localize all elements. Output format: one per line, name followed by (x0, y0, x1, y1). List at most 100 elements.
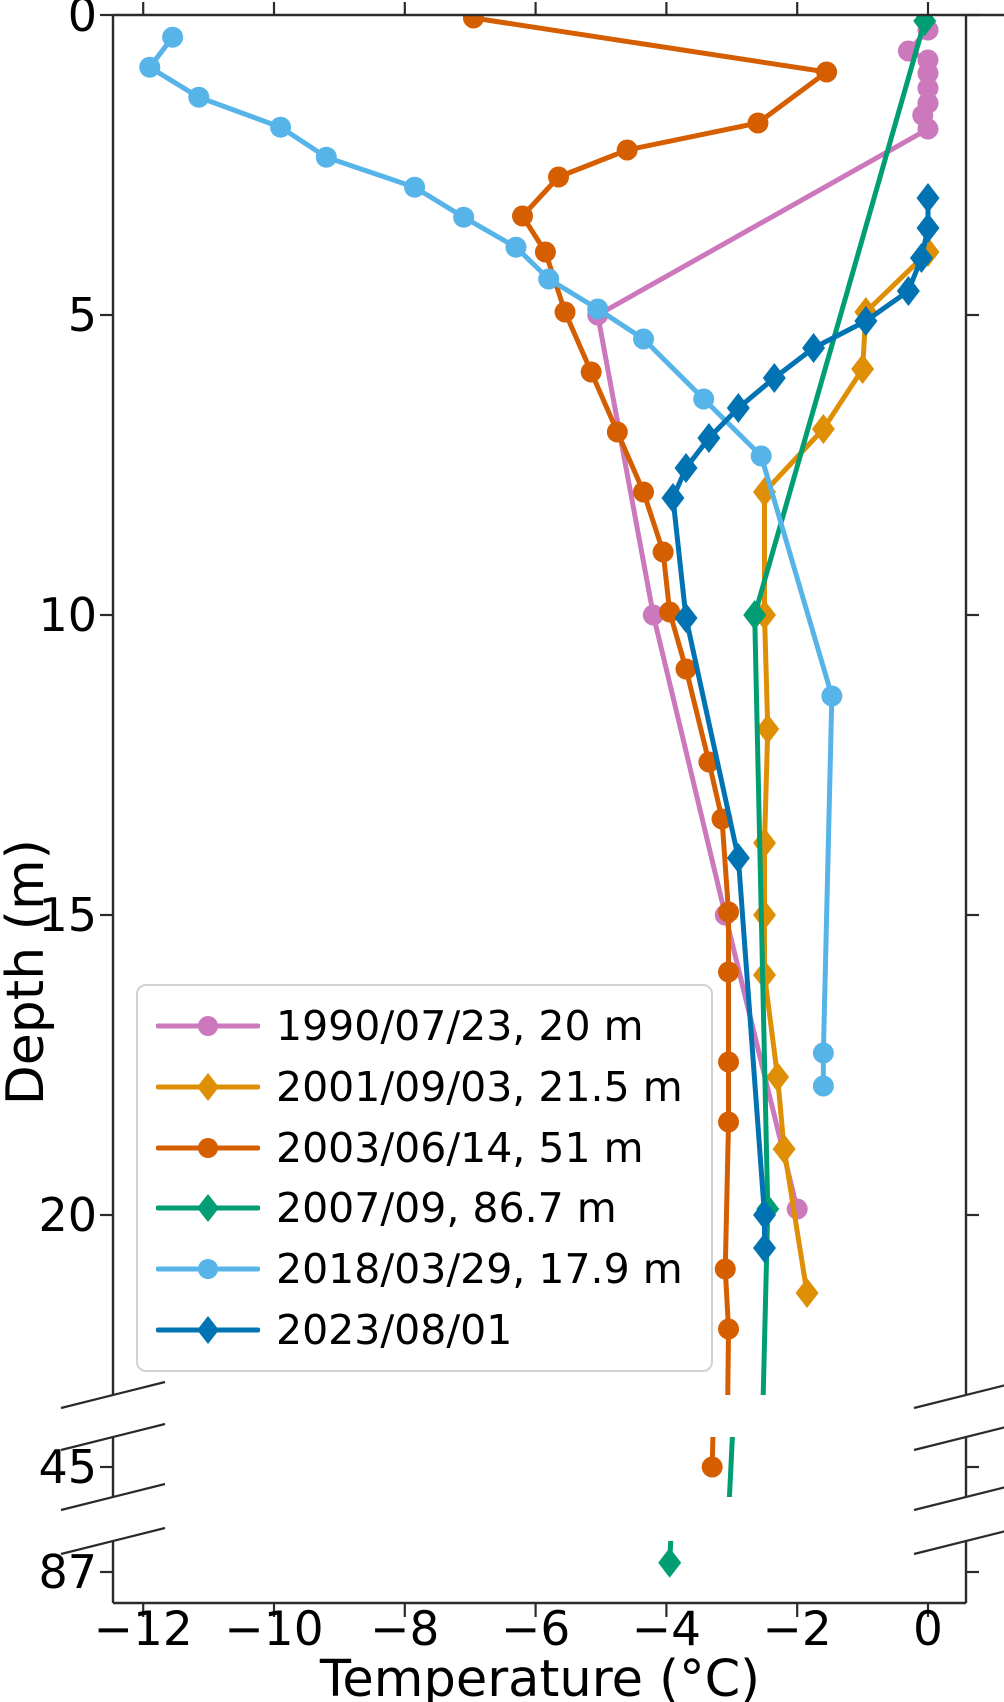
legend-swatch (156, 1258, 260, 1279)
legend-marker-diamond (197, 1315, 219, 1344)
x-ticks: −12 −10 −8 −6 −4 −2 0 (94, 2, 943, 1657)
legend: 1990/07/23, 20 m 2001/09/03, 21.5 m 2003/0… (136, 984, 713, 1372)
data-point-diamond (851, 354, 875, 384)
data-point-diamond (795, 1278, 819, 1308)
data-point-diamond (762, 363, 786, 393)
data-point-circle (812, 1042, 834, 1064)
data-point-diamond (916, 183, 940, 213)
series-line (762, 249, 931, 1296)
data-point-diamond (753, 1200, 776, 1230)
y-tick-label: 15 (38, 888, 97, 942)
series-line (147, 34, 835, 1089)
break-mark (913, 1486, 1004, 1512)
series-2007-09-86-7 (658, 1541, 682, 1578)
data-point-circle (812, 1075, 834, 1097)
x-tick-label: −6 (501, 1602, 570, 1657)
data-point-circle (659, 601, 681, 623)
data-point-diamond (697, 423, 721, 453)
data-point-circle (547, 166, 569, 188)
data-point-diamond (811, 414, 835, 444)
data-point-circle (315, 146, 337, 168)
data-point-circle (404, 176, 426, 198)
break-mark (913, 1530, 1004, 1556)
data-point-circle (693, 388, 715, 410)
data-point-circle (512, 205, 534, 227)
data-point-circle (633, 328, 655, 350)
x-tick-label: −2 (763, 1602, 832, 1657)
data-point-circle (616, 139, 638, 161)
legend-item: 2023/08/01 (156, 1302, 693, 1358)
data-point-circle (642, 604, 664, 626)
data-point-circle (633, 481, 655, 503)
legend-item: 2003/06/14, 51 m (156, 1120, 693, 1176)
data-point-circle (162, 26, 184, 48)
data-point-diamond (726, 393, 750, 423)
legend-swatch (156, 1137, 260, 1158)
series-line (752, 18, 928, 1395)
data-point-circle (534, 241, 556, 263)
series-2023-08-01 (661, 183, 940, 1263)
data-point-circle (453, 206, 475, 228)
y-tick-label: 5 (68, 288, 97, 342)
data-point-circle (750, 445, 772, 467)
break-mark (60, 1482, 166, 1512)
x-tick-label: −10 (224, 1602, 323, 1657)
x-tick-label: −8 (370, 1602, 439, 1657)
data-point-diamond (753, 1233, 776, 1263)
data-point-circle (718, 961, 740, 983)
break-mark (913, 1426, 1004, 1452)
data-point-circle (587, 298, 609, 320)
data-point-circle (718, 901, 740, 923)
legend-label: 2018/03/29, 17.9 m (276, 1244, 683, 1293)
data-point-diamond (916, 213, 940, 243)
x-tick-label: 0 (913, 1602, 943, 1657)
series-2018-03-29-17-9 (139, 26, 843, 1097)
panel-0 (139, 15, 940, 1395)
data-point-circle (917, 77, 939, 99)
data-point-circle (505, 236, 527, 258)
break-mark (60, 1422, 166, 1452)
y-axis-label: Depth (m) (0, 839, 56, 1106)
series-1990-07-23-20 (587, 19, 939, 1220)
series-2003-06-14-51 (701, 1437, 723, 1478)
data-point-circle (580, 361, 602, 383)
series-2018-03-29-17-9 (150, 128, 832, 652)
data-point-diamond (909, 243, 933, 273)
series-line (150, 128, 832, 652)
legend-swatch (156, 1072, 260, 1101)
data-point-diamond (756, 714, 780, 744)
panel-2 (658, 1541, 682, 1578)
series-line (470, 15, 830, 1395)
data-point-circle (917, 118, 939, 140)
break-mark (60, 1380, 166, 1410)
data-point-circle (714, 1258, 736, 1280)
axis-break-marks (60, 1380, 1004, 1556)
data-point-circle (538, 268, 560, 290)
data-point-diamond (854, 306, 878, 336)
legend-item: 2007/09, 86.7 m (156, 1180, 693, 1236)
data-point-circle (675, 658, 697, 680)
legend-label: 2023/08/01 (276, 1305, 513, 1354)
y-tick-label: 0 (68, 0, 97, 42)
panel-1 (150, 128, 832, 1497)
legend-label: 2007/09, 86.7 m (276, 1184, 617, 1233)
data-point-diamond (674, 603, 698, 633)
legend-marker-diamond (197, 1072, 219, 1101)
break-mark (913, 1384, 1004, 1410)
legend-swatch (156, 1194, 260, 1223)
data-point-diamond (661, 483, 685, 513)
legend-swatch (156, 1315, 260, 1344)
data-point-diamond (766, 1062, 790, 1092)
legend-item: 2018/03/29, 17.9 m (156, 1241, 693, 1297)
y-tick-label: 45 (38, 1440, 97, 1494)
data-point-diamond (802, 333, 826, 363)
data-point-circle (139, 56, 161, 78)
series-2003-06-14-51 (462, 15, 838, 1395)
y-tick-label: 10 (38, 588, 97, 642)
data-point-circle (462, 15, 484, 29)
data-point-diamond (674, 453, 698, 483)
legend-marker-circle (198, 1258, 218, 1279)
legend-swatch (156, 1016, 260, 1037)
data-point-diamond (753, 900, 776, 930)
